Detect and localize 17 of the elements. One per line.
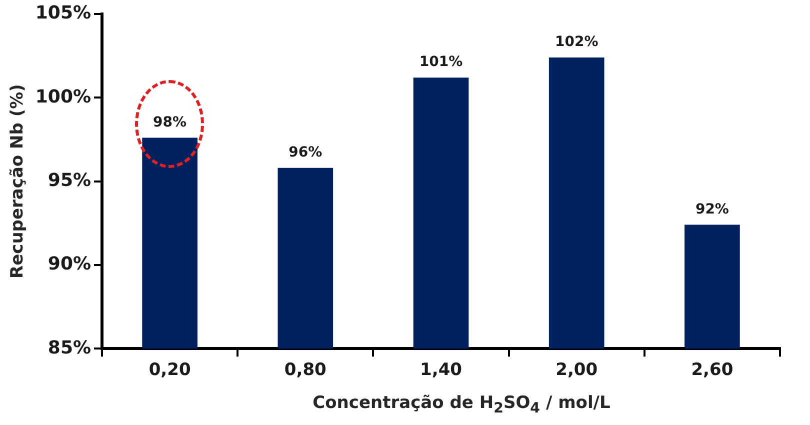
y-tick-label: 90%: [48, 254, 92, 275]
x-tick-label: 1,40: [420, 360, 462, 380]
y-tick-label: 100%: [35, 86, 92, 108]
x-tick-label: 2,00: [556, 360, 598, 380]
x-tick-label: 0,20: [148, 360, 191, 380]
data-label: 102%: [554, 34, 598, 50]
data-label: 101%: [419, 54, 463, 70]
y-tick-label: 85%: [48, 337, 92, 358]
data-label: 92%: [695, 201, 729, 218]
y-tick-label: 95%: [48, 170, 92, 191]
x-tick-label: 2,60: [691, 360, 734, 380]
data-label: 98%: [153, 114, 187, 130]
x-axis-title: Concentração de H$_{2}$SO$_{4}$ / mol/L: [312, 393, 612, 416]
x-tick-label: 0,80: [284, 360, 327, 380]
y-tick-label: 105%: [35, 2, 92, 24]
data-label: 96%: [288, 144, 322, 161]
y-axis-title: Recuperação Nb (%): [8, 84, 28, 278]
